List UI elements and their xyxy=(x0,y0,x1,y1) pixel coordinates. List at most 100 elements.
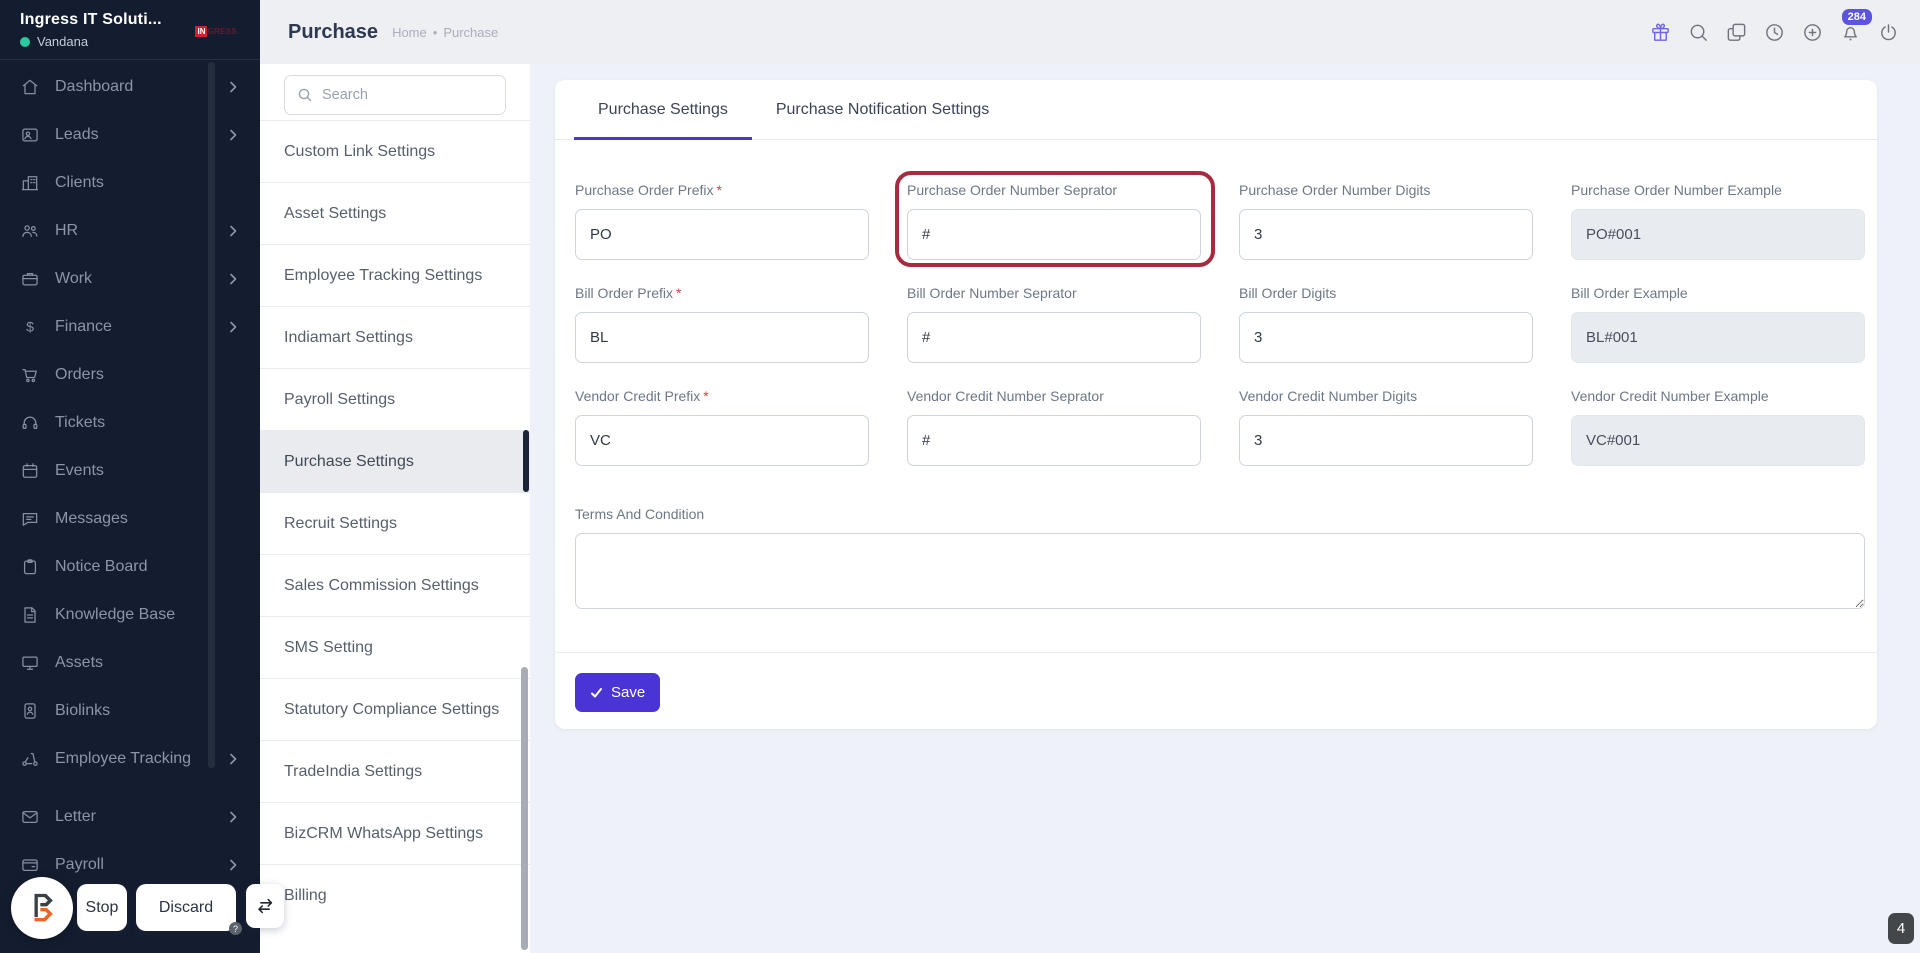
bizcrm-logo-button[interactable] xyxy=(11,877,73,939)
sidebar-item-events[interactable]: Events xyxy=(0,447,260,495)
tab-purchase-settings[interactable]: Purchase Settings xyxy=(574,80,752,140)
history-icon[interactable] xyxy=(1762,20,1786,44)
bill-order-prefix-input[interactable] xyxy=(575,312,869,363)
sidebar-item-label: Orders xyxy=(55,366,104,383)
settings-scrollbar-thumb[interactable] xyxy=(521,667,528,950)
field-label: Vendor Credit Prefix xyxy=(575,388,701,404)
field-label: Bill Order Number Seprator xyxy=(907,285,1077,301)
sidebar-scrollbar[interactable] xyxy=(208,62,215,768)
field-label: Terms And Condition xyxy=(575,506,705,522)
sidebar-item-tickets[interactable]: Tickets xyxy=(0,399,260,447)
sidebar-item-label: Work xyxy=(55,270,93,287)
stop-button[interactable]: Stop xyxy=(77,884,127,931)
settings-item-asset[interactable]: Asset Settings xyxy=(260,182,530,244)
vendor-credit-number-digits-input[interactable] xyxy=(1239,415,1533,466)
sidebar-item-letter[interactable]: Letter xyxy=(0,793,260,841)
vendor-credit-prefix-input[interactable] xyxy=(575,415,869,466)
settings-item-employee-tracking[interactable]: Employee Tracking Settings xyxy=(260,244,530,306)
plus-icon[interactable] xyxy=(1800,20,1824,44)
building-icon xyxy=(20,173,40,193)
search-icon[interactable] xyxy=(1686,20,1710,44)
bizcrm-logo xyxy=(34,893,53,922)
settings-item-recruit[interactable]: Recruit Settings xyxy=(260,492,530,554)
field-label: Bill Order Example xyxy=(1571,285,1688,301)
field-purchase-order-number-example: Purchase Order Number Example xyxy=(1571,182,1865,260)
settings-item-billing[interactable]: Billing xyxy=(260,864,530,926)
bill-order-digits-input[interactable] xyxy=(1239,312,1533,363)
chevron-right-icon xyxy=(226,80,240,94)
sidebar-item-knowledge-base[interactable]: Knowledge Base xyxy=(0,591,260,639)
sidebar-item-messages[interactable]: Messages xyxy=(0,495,260,543)
purchase-settings-form: Purchase Order Prefix* Purchase Order Nu… xyxy=(575,171,1865,466)
purchase-order-number-seprator-input[interactable] xyxy=(907,209,1201,260)
settings-list: Custom Link Settings Asset Settings Empl… xyxy=(260,120,530,926)
required-marker: * xyxy=(716,182,722,198)
purchase-order-prefix-input[interactable] xyxy=(575,209,869,260)
breadcrumb-home[interactable]: Home xyxy=(392,24,427,40)
settings-item-payroll[interactable]: Payroll Settings xyxy=(260,368,530,430)
dollar-icon: $ xyxy=(20,317,40,337)
settings-item-bizcrm-whatsapp[interactable]: BizCRM WhatsApp Settings xyxy=(260,802,530,864)
sidebar-item-assets[interactable]: Assets xyxy=(0,639,260,687)
notification-count-badge: 284 xyxy=(1841,9,1872,25)
breadcrumb-current: Purchase xyxy=(443,24,499,40)
terms-and-condition-textarea[interactable] xyxy=(575,533,1865,609)
settings-item-custom-link[interactable]: Custom Link Settings xyxy=(260,120,530,182)
swap-arrows-button[interactable] xyxy=(246,884,284,928)
settings-item-statutory-compliance[interactable]: Statutory Compliance Settings xyxy=(260,678,530,740)
bell-icon[interactable]: 284 xyxy=(1838,9,1872,44)
bill-order-number-seprator-input[interactable] xyxy=(907,312,1201,363)
notes-icon[interactable] xyxy=(1724,20,1748,44)
sidebar-item-biolinks[interactable]: Biolinks xyxy=(0,687,260,735)
sidebar-item-label: Finance xyxy=(55,318,112,335)
sidebar-item-finance[interactable]: $ Finance xyxy=(0,303,260,351)
sidebar-item-work[interactable]: Work xyxy=(0,255,260,303)
field-bill-order-example: Bill Order Example xyxy=(1571,285,1865,363)
sidebar-nav: Dashboard Leads Clients HR Work xyxy=(0,60,260,889)
settings-item-sms[interactable]: SMS Setting xyxy=(260,616,530,678)
gift-icon[interactable] xyxy=(1648,20,1672,44)
sidebar-item-leads[interactable]: Leads xyxy=(0,111,260,159)
purchase-order-number-digits-input[interactable] xyxy=(1239,209,1533,260)
sidebar-item-payroll[interactable]: Payroll xyxy=(0,841,260,889)
save-button[interactable]: Save xyxy=(575,673,661,712)
sidebar-item-dashboard[interactable]: Dashboard xyxy=(0,63,260,111)
breadcrumb-separator: • xyxy=(432,24,438,40)
sidebar-item-hr[interactable]: HR xyxy=(0,207,260,255)
purchase-order-number-example-input xyxy=(1571,209,1865,260)
field-bill-order-digits: Bill Order Digits xyxy=(1239,285,1533,363)
sidebar-item-orders[interactable]: Orders xyxy=(0,351,260,399)
search-input[interactable] xyxy=(322,87,493,103)
settings-item-purchase[interactable]: Purchase Settings xyxy=(260,430,530,492)
wallet-icon xyxy=(20,855,40,875)
sidebar-item-label: Biolinks xyxy=(55,702,111,719)
check-icon xyxy=(590,687,603,699)
people-icon xyxy=(20,221,40,241)
settings-item-tradeindia[interactable]: TradeIndia Settings xyxy=(260,740,530,802)
help-icon[interactable]: ? xyxy=(229,922,242,935)
settings-item-indiamart[interactable]: Indiamart Settings xyxy=(260,306,530,368)
field-bill-order-prefix: Bill Order Prefix * xyxy=(575,285,869,363)
settings-scrollbar-thumb-dark[interactable] xyxy=(523,430,529,492)
tab-bar: Purchase Settings Purchase Notification … xyxy=(555,80,1877,140)
sidebar-item-label: Payroll xyxy=(55,856,104,873)
field-terms-and-condition: Terms And Condition xyxy=(575,506,1865,614)
sidebar-item-notice-board[interactable]: Notice Board xyxy=(0,543,260,591)
sidebar-item-label: Messages xyxy=(55,510,128,527)
sidebar-item-clients[interactable]: Clients xyxy=(0,159,260,207)
user-name: Vandana xyxy=(37,34,89,49)
svg-text:$: $ xyxy=(26,320,34,336)
swap-arrows-icon xyxy=(258,898,273,914)
required-marker: * xyxy=(703,388,709,404)
tab-purchase-notification-settings[interactable]: Purchase Notification Settings xyxy=(775,100,990,118)
page-number-badge: 4 xyxy=(1888,913,1914,944)
discard-button[interactable]: Discard xyxy=(136,884,236,931)
settings-item-sales-commission[interactable]: Sales Commission Settings xyxy=(260,554,530,616)
sidebar-item-label: Knowledge Base xyxy=(55,606,176,623)
chevron-right-icon xyxy=(226,320,240,334)
power-icon[interactable] xyxy=(1876,20,1900,44)
vendor-credit-number-seprator-input[interactable] xyxy=(907,415,1201,466)
cart-icon xyxy=(20,365,40,385)
sidebar-item-employee-tracking[interactable]: Employee Tracking xyxy=(0,735,260,783)
